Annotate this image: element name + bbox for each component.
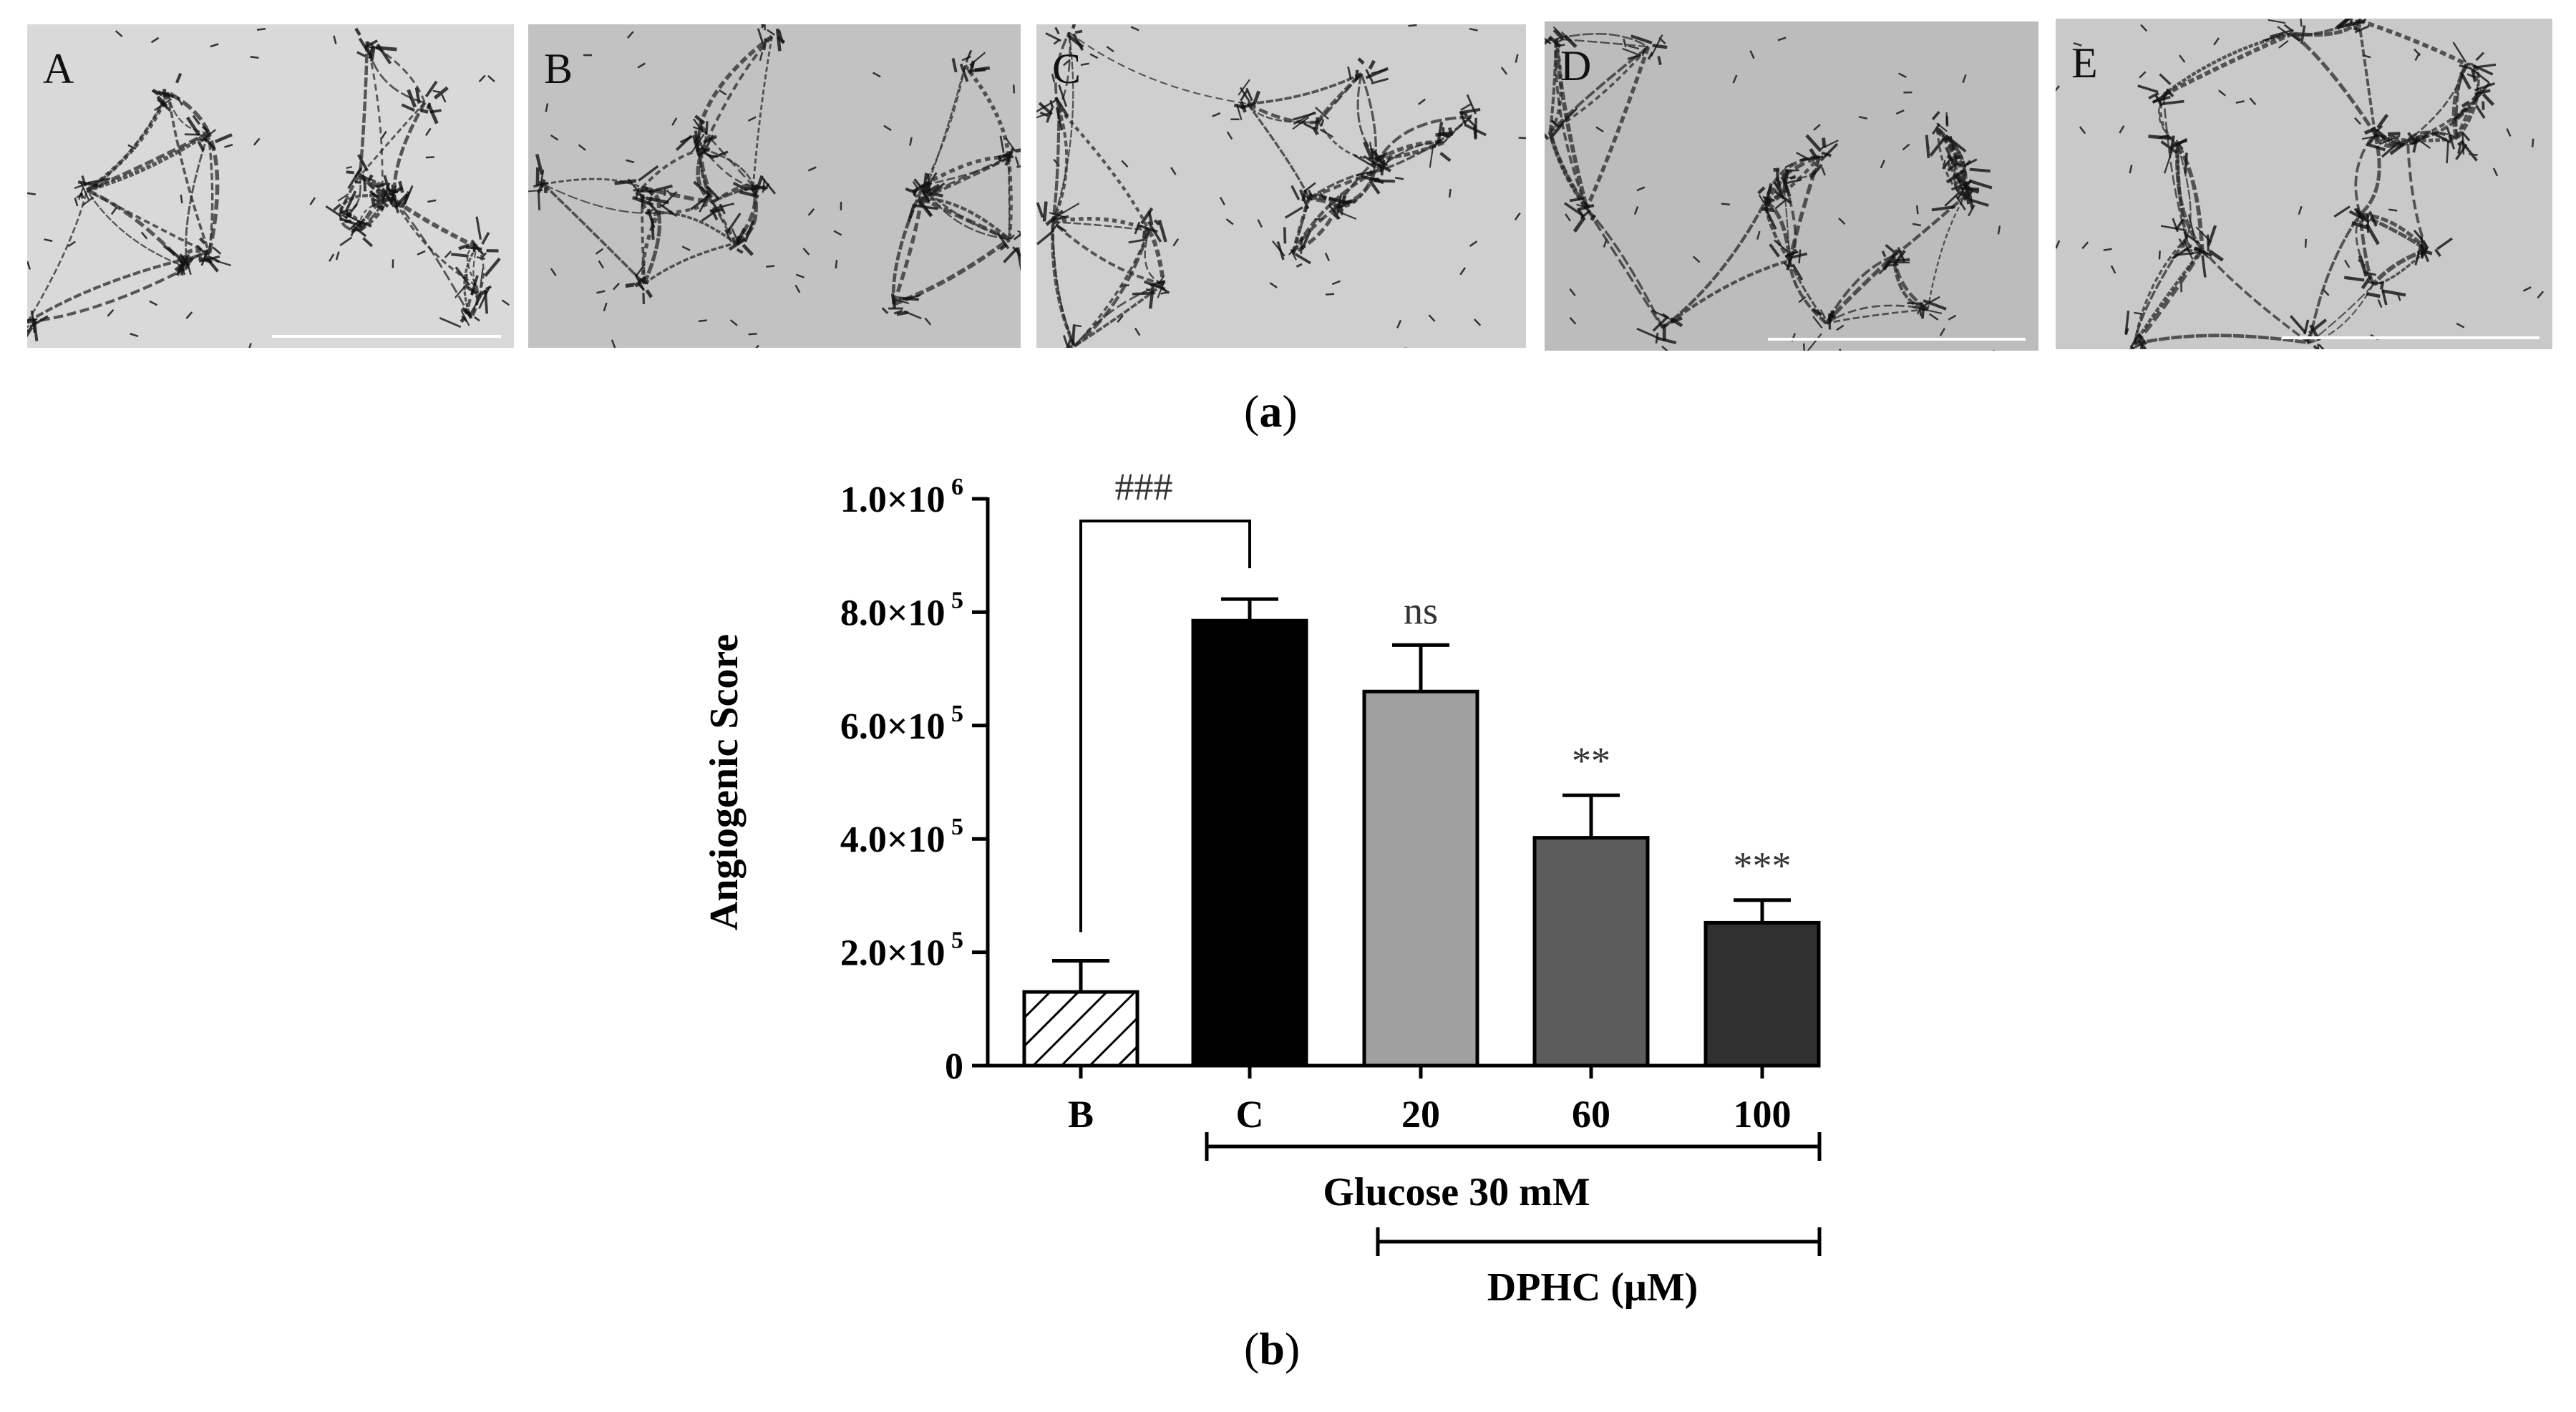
micrograph-c: C: [1036, 24, 1526, 348]
micrograph-a: A: [27, 24, 514, 348]
panel-a-caption: (a): [1244, 386, 1298, 437]
micrograph-network: [1545, 26, 2001, 351]
significance-label: **: [1572, 739, 1610, 782]
micrograph-label: C: [1052, 45, 1082, 92]
x-tick-label: 60: [1572, 1093, 1610, 1136]
x-tick-label: 20: [1401, 1093, 1440, 1136]
scale-bar: [1768, 338, 2026, 341]
y-tick-label: 8.0×10 5: [840, 587, 963, 633]
y-axis-label: Angiogenic Score: [702, 634, 747, 930]
x-tick-label: 100: [1734, 1093, 1792, 1136]
x-tick-label: C: [1236, 1093, 1264, 1136]
significance-label: ***: [1734, 844, 1792, 887]
panel-b-caption: (b): [1244, 1323, 1301, 1374]
scale-bar: [2282, 336, 2539, 339]
bracket-label: ###: [1115, 465, 1173, 508]
group-label: Glucose 30 mM: [1323, 1170, 1590, 1214]
significance-label: ns: [1404, 589, 1438, 632]
y-tick-label: 0: [945, 1046, 963, 1087]
y-tick-label: 4.0×10 5: [840, 814, 963, 860]
micrograph-label: D: [1560, 42, 1592, 89]
bar-20: [1362, 689, 1479, 1068]
micrograph-d: D: [1545, 21, 2038, 351]
micrograph-network: [528, 24, 1021, 348]
micrograph-b: B: [528, 24, 1021, 348]
micrograph-network: [2056, 19, 2545, 349]
micrograph-label: A: [43, 45, 74, 92]
bar-B: [1022, 990, 1139, 1068]
x-tick-label: B: [1068, 1093, 1094, 1136]
micrograph-e: E: [2056, 19, 2552, 349]
y-tick-label: 2.0×10 5: [840, 927, 963, 974]
micrograph-network: [1036, 24, 1526, 348]
group-label: DPHC (μM): [1487, 1265, 1698, 1310]
significance-bracket: [1079, 520, 1251, 933]
micrograph-label: E: [2071, 39, 2098, 87]
y-tick-label: 6.0×10 5: [840, 701, 963, 747]
y-tick-label: 1.0×10 6: [840, 474, 963, 520]
bar-100: [1703, 920, 1821, 1068]
scale-bar: [272, 335, 501, 338]
panel-a: A B C D E: [0, 0, 2576, 372]
micrograph-network: [27, 27, 510, 348]
bar-C: [1191, 618, 1308, 1068]
bar-60: [1532, 836, 1650, 1068]
micrograph-label: B: [544, 45, 573, 92]
